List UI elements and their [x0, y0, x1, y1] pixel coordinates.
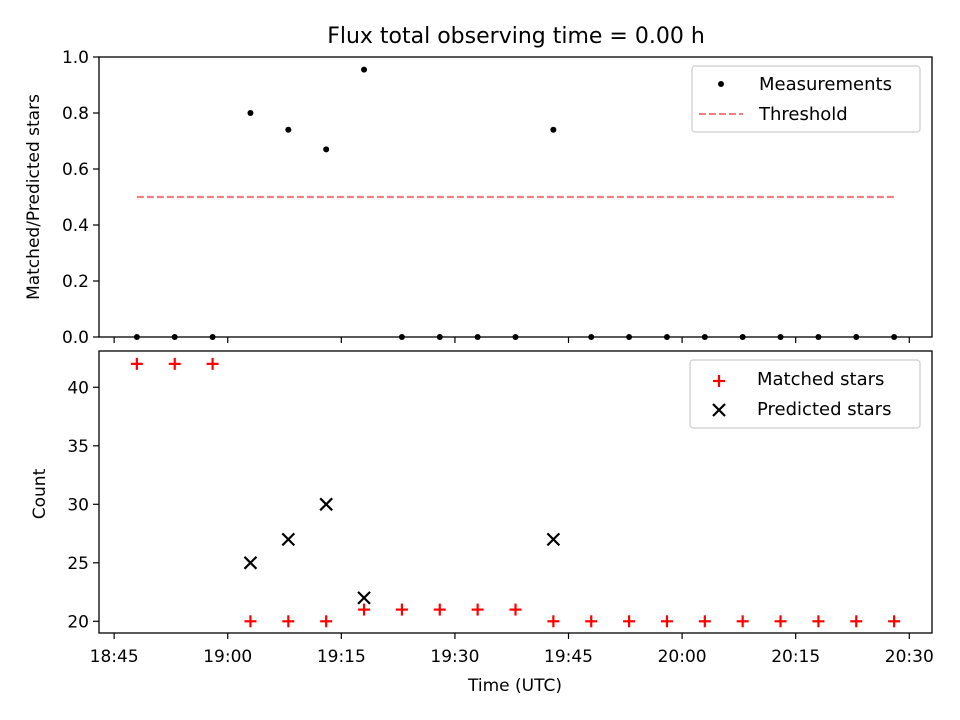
matched-stars-point: [698, 615, 711, 628]
matched-stars-point: [358, 603, 371, 616]
predicted-stars-point-b: [357, 591, 371, 605]
ratio-legend-box: [691, 65, 921, 133]
count-x-tick-label: 19:00: [203, 647, 252, 667]
ratio-x-ticks: [113, 337, 910, 343]
count-x-axis: 18:45 19:00 19:15 19:30 19:45 20:00 20:15 20:30: [90, 633, 934, 667]
measurements-point: [550, 126, 557, 133]
count-y-tick-label: 40: [67, 378, 89, 398]
count-x-tick-label: 20:15: [771, 647, 820, 667]
legend-predicted-marker: [712, 403, 726, 417]
count-y-axis-label: Count: [30, 468, 50, 519]
panel-count: 20 25 30 35 40 18:45 19:00 19:15 19:30 19:45 20:0…: [30, 350, 934, 696]
predicted-stars-point-b: [546, 532, 561, 547]
ratio-y-tick-label: 0.4: [62, 216, 89, 236]
count-y-axis: 20 25 30 35 40: [67, 378, 99, 632]
count-x-axis-label: Time (UTC): [467, 676, 562, 696]
legend-matched-marker: [713, 375, 725, 387]
matched-stars-point: [282, 615, 295, 628]
matched-stars-point: [812, 615, 825, 628]
predicted-stars-point-b: [281, 532, 296, 547]
predicted-stars-point: [357, 591, 371, 605]
ratio-plot-frame: [98, 56, 933, 338]
count-legend: Matched stars Predicted stars: [689, 359, 921, 429]
measurements-point: [361, 66, 368, 73]
legend-threshold-label: Threshold: [758, 104, 848, 125]
count-x-tick-label: 20:00: [658, 647, 707, 667]
matched-stars-point: [206, 357, 219, 370]
legend-measurements-label: Measurements: [759, 74, 892, 95]
matched-stars-point: [244, 615, 257, 628]
legend-matched-label: Matched stars: [757, 369, 884, 390]
matched-stars-point: [660, 615, 673, 628]
matched-stars-point: [320, 615, 333, 628]
count-y-tick-label: 35: [67, 437, 89, 457]
count-y-tick-label: 30: [67, 495, 89, 515]
matched-stars-point: [471, 603, 484, 616]
predicted-stars-point-b: [319, 497, 333, 512]
predicted-stars-point-b: [243, 556, 258, 570]
matched-stars-point: [774, 615, 787, 628]
predicted-stars-point: [243, 556, 258, 570]
matched-stars-point: [850, 615, 863, 628]
ratio-legend: Measurements Threshold: [691, 65, 921, 133]
matched-stars-point: [395, 603, 408, 616]
count-x-tick-label: 18:45: [90, 647, 139, 667]
count-y-tick-label: 20: [67, 612, 89, 632]
measurements-point: [285, 126, 292, 133]
matched-stars-point: [130, 357, 143, 370]
count-y-tick-label: 25: [67, 554, 89, 574]
matched-stars-point: [888, 615, 901, 628]
chart-title: Flux total observing time = 0.00 h: [327, 24, 705, 49]
count-x-tick-label: 19:45: [544, 647, 593, 667]
measurements-point: [323, 146, 330, 153]
matched-stars-point: [168, 357, 181, 370]
matched-stars-point: [736, 615, 749, 628]
count-legend-box: [689, 359, 921, 429]
count-x-tick-label: 20:30: [885, 647, 934, 667]
matched-stars-point: [547, 615, 560, 628]
ratio-y-axis-label: Matched/Predicted stars: [24, 94, 44, 300]
ratio-y-tick-label: 0.0: [62, 328, 89, 348]
predicted-stars-point: [281, 532, 296, 547]
matched-stars-point: [585, 615, 598, 628]
count-marks: [130, 357, 901, 628]
count-x-tick-label: 19:15: [317, 647, 366, 667]
ratio-y-tick-label: 1.0: [62, 48, 89, 68]
ratio-y-tick-label: 0.6: [62, 160, 89, 180]
predicted-stars-point: [319, 497, 333, 512]
matched-stars-point: [623, 615, 636, 628]
count-x-tick-label: 19:30: [430, 647, 479, 667]
measurements-point: [247, 110, 254, 116]
matched-stars-point: [509, 603, 522, 616]
predicted-stars-point: [546, 532, 561, 547]
matched-stars-point: [433, 603, 446, 616]
count-plot-frame: [98, 350, 933, 634]
ratio-y-axis: 0.0 0.2 0.4 0.6 0.8 1.0: [62, 48, 99, 348]
legend-measurements-marker: [718, 81, 724, 87]
ratio-y-tick-label: 0.2: [62, 272, 89, 292]
panel-ratio: 0.0 0.2 0.4 0.6 0.8 1.0 Matched/Predicted sta…: [24, 48, 933, 348]
legend-predicted-label: Predicted stars: [757, 399, 891, 420]
ratio-y-tick-label: 0.8: [62, 104, 89, 124]
